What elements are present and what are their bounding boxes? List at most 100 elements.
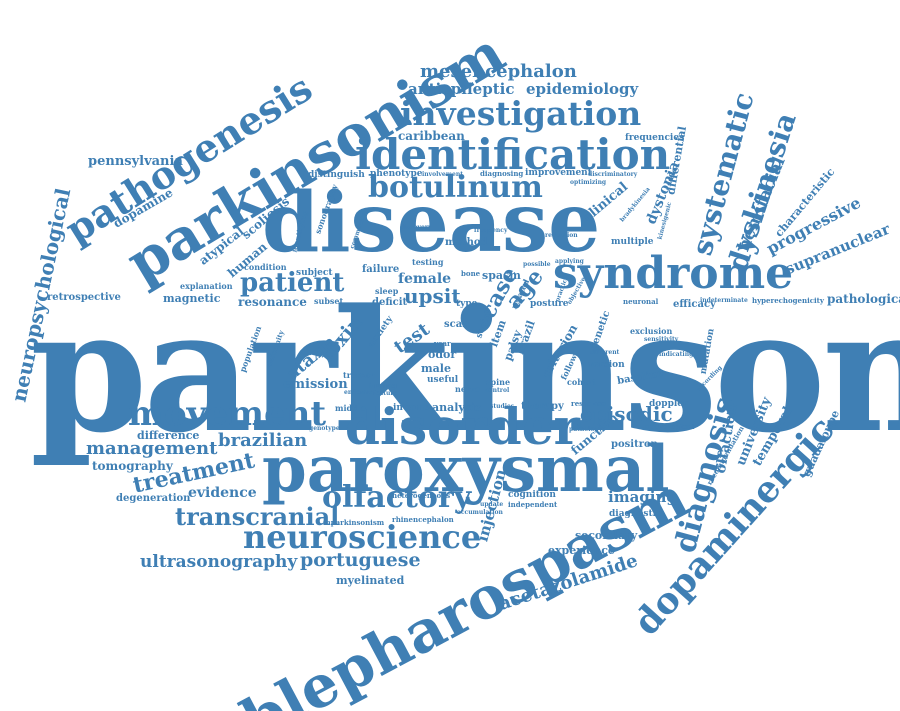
word-posture: posture bbox=[530, 299, 569, 309]
word-experience: experience bbox=[548, 544, 615, 557]
word-accumulation: accumulation bbox=[457, 509, 503, 516]
word-diagnosing: diagnosing bbox=[480, 169, 524, 178]
word-subject: subject bbox=[296, 268, 333, 278]
word-studies: studies bbox=[490, 403, 515, 410]
word-nerve: nerve bbox=[455, 384, 480, 394]
word-multiple: multiple bbox=[611, 237, 654, 247]
word-income: income bbox=[393, 403, 430, 413]
word-syndrome: syndrome bbox=[553, 248, 794, 299]
word-investigation: investigation bbox=[400, 94, 642, 133]
word-condition: condition bbox=[244, 262, 287, 272]
word-distinguish: distinguish bbox=[308, 170, 365, 180]
word-therapy: therapy bbox=[521, 401, 564, 412]
word-retrospective: retrospective bbox=[47, 292, 121, 303]
word-independent: independent bbox=[508, 500, 558, 509]
word-phenotype: phenotype bbox=[370, 169, 423, 179]
word-middle: middle bbox=[335, 403, 366, 413]
word-emission: emission bbox=[283, 377, 348, 392]
word-exclusion: exclusion bbox=[630, 326, 673, 336]
word-botulinum: botulinum bbox=[368, 170, 543, 205]
word-testing: testing bbox=[412, 257, 444, 267]
word-discriminatory: discriminatory bbox=[588, 171, 638, 178]
word-pathological: pathological bbox=[827, 292, 900, 306]
word-disease: disease bbox=[262, 175, 601, 271]
word-identification: identification bbox=[355, 130, 671, 179]
word-finding: finding bbox=[369, 381, 397, 390]
word-pathology: pathology bbox=[569, 426, 603, 433]
word-reduction: reduction bbox=[545, 232, 578, 239]
word-endemic: endemic bbox=[344, 389, 373, 396]
word-frequencies: frequencies bbox=[625, 133, 685, 143]
word-failure: failure bbox=[362, 264, 400, 275]
word-improvement: improvement bbox=[525, 168, 592, 178]
word-diagnostic: diagnostic bbox=[609, 509, 662, 519]
word-neuroscience: neuroscience bbox=[243, 518, 482, 556]
word-involvement: involvement bbox=[422, 171, 464, 178]
word-mesencephalon: mesencephalon bbox=[420, 61, 577, 82]
word-sensitivity: sensitivity bbox=[644, 336, 679, 343]
word-update: update bbox=[480, 501, 504, 508]
word-possible: possible bbox=[523, 261, 551, 268]
word-indicating: indicating bbox=[659, 351, 694, 358]
word-discovery: discovery bbox=[400, 224, 432, 231]
word-hyperechogenicity: hyperechogenicity bbox=[752, 296, 824, 305]
word-management: management bbox=[86, 438, 218, 459]
word-analysis: analysis bbox=[432, 401, 482, 414]
word-subset: subset bbox=[314, 296, 344, 306]
word-frequency: frequency bbox=[474, 227, 508, 234]
word-cohort: cohort bbox=[567, 377, 597, 387]
word-scan: scan bbox=[444, 319, 470, 330]
word-portuguese: portuguese bbox=[300, 549, 421, 571]
word-antiepileptic: antiepileptic bbox=[408, 80, 515, 98]
word-positron: positron bbox=[611, 439, 658, 450]
word-ultrasonography: ultrasonography bbox=[140, 552, 298, 572]
word-applying: applying bbox=[555, 258, 584, 265]
word-cognition: cognition bbox=[508, 490, 556, 500]
word-secondary: secondary bbox=[575, 529, 638, 542]
word-explanation: explanation bbox=[180, 281, 233, 291]
word-difference: difference bbox=[137, 429, 200, 442]
word-olfactory: olfactory bbox=[322, 480, 472, 515]
word-resonance: resonance bbox=[238, 295, 307, 309]
word-inparkinsonism: inparkinsonism bbox=[323, 518, 385, 527]
word-neurological: neurological bbox=[645, 422, 695, 431]
word-version: version bbox=[588, 360, 625, 370]
word-sleep: sleep bbox=[375, 286, 399, 296]
word-feature: feature bbox=[373, 390, 398, 397]
word-different: different bbox=[590, 349, 620, 356]
word-imaging: imaging bbox=[608, 488, 677, 506]
word-optimizing: optimizing bbox=[570, 179, 607, 186]
word-tomography: tomography bbox=[92, 459, 173, 473]
word-year: year bbox=[434, 339, 451, 348]
word-disorder: disorder bbox=[345, 397, 580, 456]
word-spine: spine bbox=[486, 377, 511, 387]
word-episodic: episodic bbox=[580, 402, 673, 426]
word-movement: movement bbox=[128, 394, 327, 434]
word-spasm: spasm bbox=[482, 269, 521, 282]
word-genotype: genotype bbox=[309, 425, 340, 432]
word-type: type bbox=[456, 299, 478, 309]
word-patient: patient bbox=[240, 268, 345, 298]
word-neuronal: neuronal bbox=[623, 297, 659, 306]
word-epidemiology: epidemiology bbox=[526, 80, 639, 98]
word-tremor: tremor bbox=[343, 370, 375, 380]
word-deficit: deficit bbox=[372, 297, 408, 308]
word-transcranial: transcranial bbox=[175, 502, 340, 531]
word-bone: bone bbox=[461, 269, 481, 278]
word-indeterminate: indeterminate bbox=[700, 297, 748, 304]
word-brazilian: brazilian bbox=[218, 430, 308, 451]
word-caribbean: caribbean bbox=[398, 129, 465, 143]
word-control: control bbox=[485, 387, 510, 394]
word-magnetic: magnetic bbox=[163, 292, 221, 305]
word-rhinencephalon: rhinencephalon bbox=[392, 515, 454, 524]
word-parkinson: parkinson bbox=[30, 272, 900, 470]
word-response: response bbox=[571, 399, 607, 408]
word-efficacy: efficacy bbox=[673, 299, 716, 310]
word-myelinated: myelinated bbox=[336, 574, 405, 587]
word-upsit: upsit bbox=[404, 284, 461, 308]
word-doppler: doppler bbox=[649, 399, 688, 409]
word-paroxysmal: paroxysmal bbox=[262, 432, 670, 507]
word-odor: odor bbox=[428, 348, 457, 361]
word-degeneration: degeneration bbox=[116, 493, 191, 504]
